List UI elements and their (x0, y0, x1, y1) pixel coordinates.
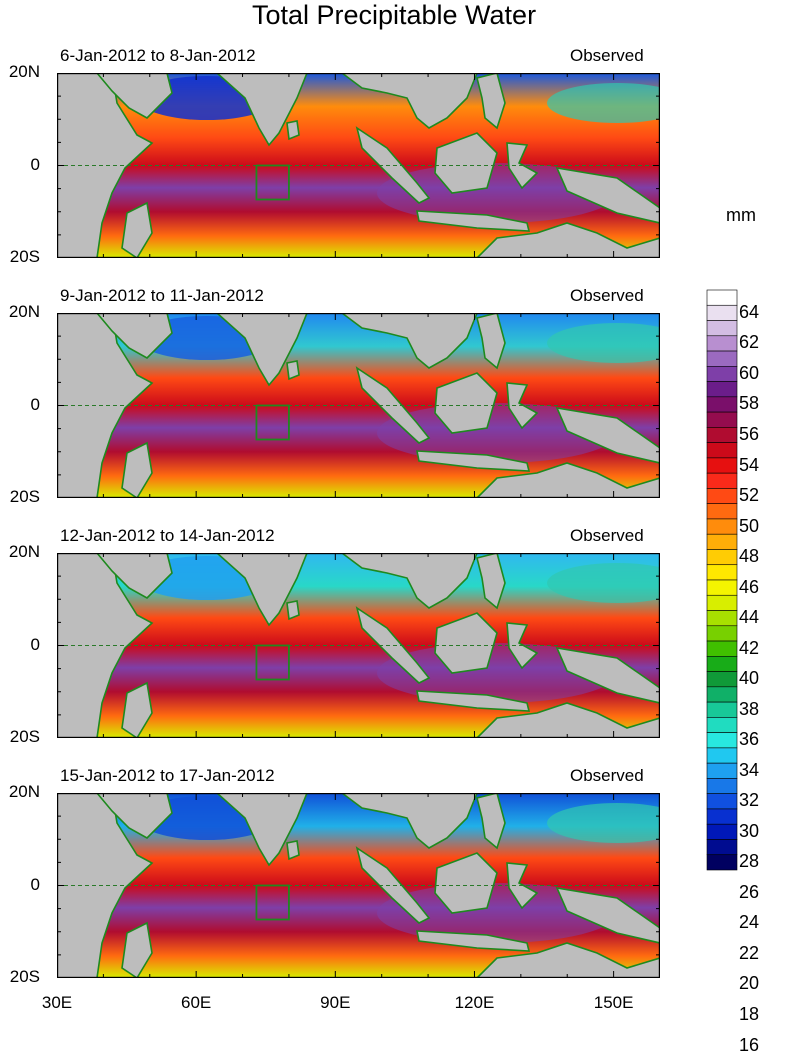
colorbar-tick-label: 44 (739, 607, 760, 628)
colorbar-tick-label: 64 (739, 301, 760, 322)
precipitable-water-map (57, 313, 660, 498)
colorbar-tick-label: 46 (739, 576, 760, 597)
colorbar-tick-label: 60 (739, 362, 760, 383)
colorbar-tick-label: 56 (739, 424, 760, 444)
longitude-label: 90E (320, 993, 351, 1012)
precipitable-water-map (57, 553, 660, 738)
page-title: Total Precipitable Water (251, 0, 537, 30)
latitude-label: 20S (9, 967, 40, 986)
colorbar-tick-label: 58 (739, 393, 760, 414)
panel-period-label: 15-Jan-2012 to 17-Jan-2012 (60, 766, 275, 785)
latitude-label: 20S (9, 487, 40, 506)
latitude-label: 0 (30, 634, 40, 654)
colorbar-tick-label: 48 (739, 546, 760, 567)
precipitable-water-map (57, 793, 660, 978)
colorbar-tick-label: 42 (739, 637, 760, 658)
colorbar-tick-label: 36 (739, 729, 760, 750)
panel-observed-label: Observed (570, 766, 644, 785)
panel-period-label: 6-Jan-2012 to 8-Jan-2012 (60, 46, 256, 65)
colorbar-tick-label: 32 (739, 790, 760, 811)
latitude-label: 0 (30, 874, 40, 894)
colorbar-tick-label: 16 (739, 1034, 760, 1055)
colorbar-tick-label: 28 (739, 851, 760, 872)
colorbar-tick-label: 40 (739, 668, 760, 689)
latitude-label: 20N (8, 62, 40, 81)
colorbar-tick-label: 50 (739, 515, 760, 536)
colorbar (706, 289, 738, 871)
latitude-label: 20S (9, 727, 40, 746)
colorbar-tick-label: 52 (739, 485, 760, 506)
panel-observed-label: Observed (570, 526, 644, 545)
panel-observed-label: Observed (570, 46, 644, 65)
longitude-label: 30E (41, 993, 73, 1012)
colorbar-tick-label: 22 (739, 942, 760, 963)
colorbar-tick-label: 26 (739, 881, 760, 902)
colorbar-tick-label: 30 (739, 820, 760, 841)
latitude-label: 20N (8, 542, 40, 561)
colorbar-tick-label: 62 (739, 332, 760, 353)
panel-period-label: 9-Jan-2012 to 11-Jan-2012 (60, 286, 264, 305)
colorbar-tick-label: 34 (739, 759, 760, 780)
latitude-label: 20N (8, 302, 40, 321)
colorbar-tick-label: 18 (739, 1004, 760, 1024)
panel-observed-label: Observed (570, 286, 644, 305)
longitude-label: 120E (454, 993, 495, 1012)
latitude-label: 0 (30, 154, 40, 174)
latitude-label: 20N (8, 782, 40, 801)
colorbar-tick-label: 54 (739, 454, 760, 475)
colorbar-tick-label: 20 (739, 973, 760, 994)
longitude-label: 150E (593, 993, 634, 1012)
latitude-label: 0 (30, 394, 40, 414)
colorbar-tick-label: 24 (739, 912, 760, 933)
panel-period-label: 12-Jan-2012 to 14-Jan-2012 (60, 526, 275, 545)
longitude-label: 60E (181, 993, 212, 1012)
precipitable-water-map (57, 73, 660, 258)
latitude-label: 20S (9, 247, 40, 266)
colorbar-tick-label: 38 (739, 698, 760, 719)
unit-label: mm (726, 205, 756, 225)
